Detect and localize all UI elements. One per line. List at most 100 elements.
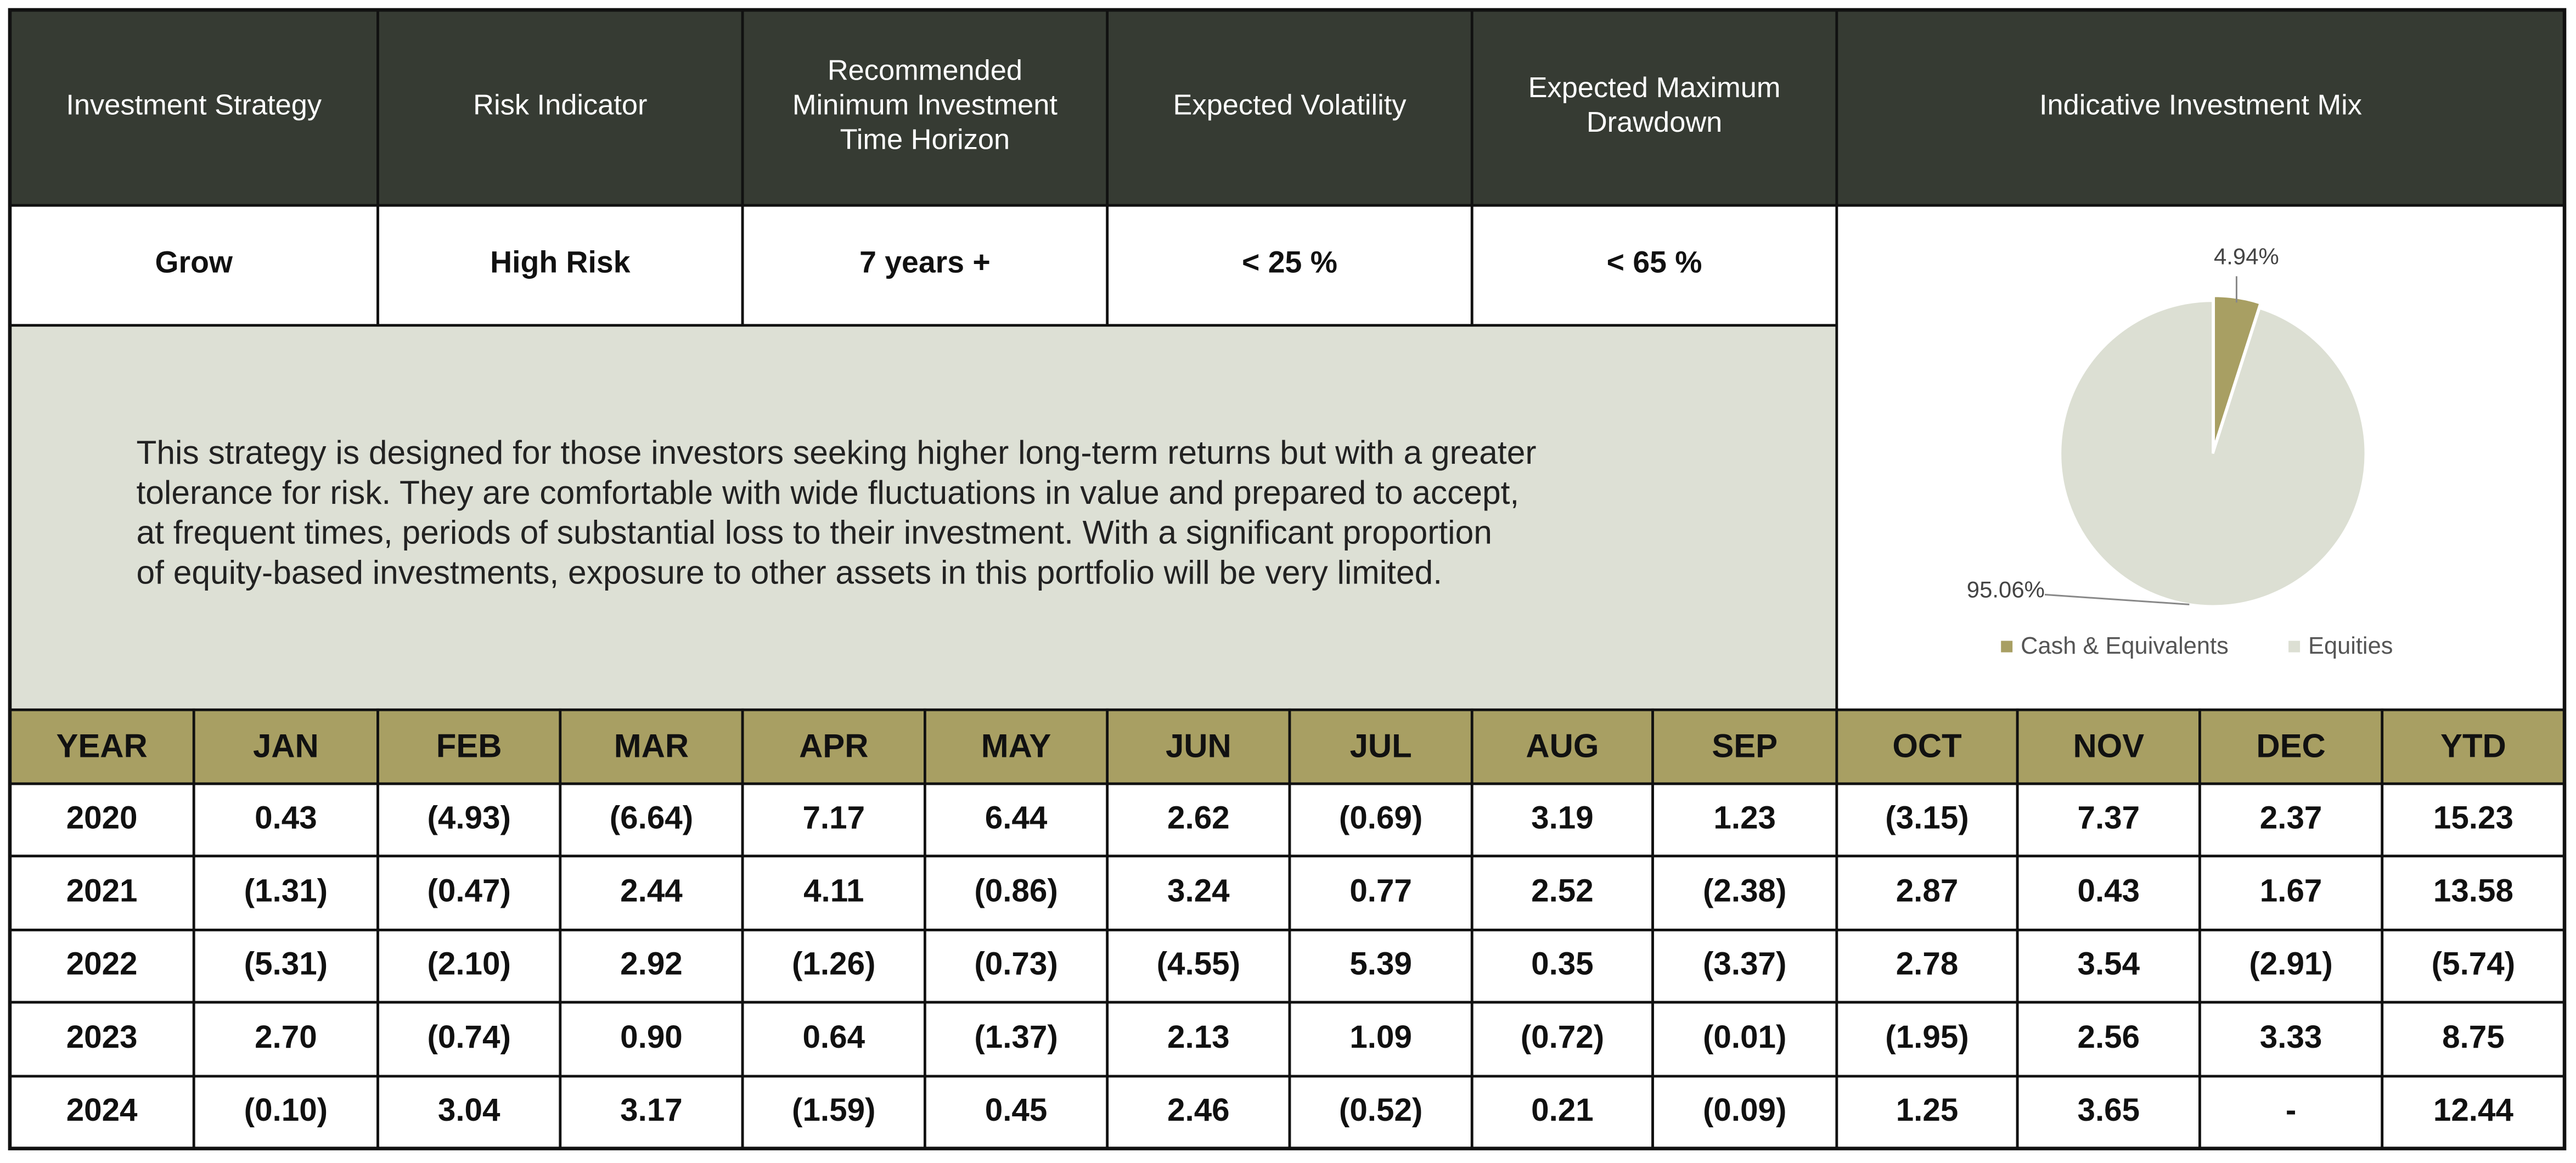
table-value: (4.93) [427, 800, 510, 835]
table-value: (0.69) [1339, 800, 1422, 835]
table-value: 2.92 [620, 946, 683, 982]
table-value: 12.44 [2433, 1092, 2514, 1128]
value-cell [8, 204, 379, 327]
table-value: 3.19 [1531, 800, 1594, 835]
header-label: Expected Maximum [1528, 72, 1781, 104]
table-value: (1.37) [974, 1019, 1058, 1055]
table-header-cell [2198, 708, 2384, 785]
table-cell [741, 1075, 926, 1150]
table-cell [8, 1075, 195, 1150]
table-cell [1835, 1001, 2019, 1078]
table-value: (0.72) [1521, 1019, 1604, 1055]
table-value: 2.37 [2260, 800, 2322, 835]
table-cell [1835, 929, 2019, 1004]
table-value: 2022 [66, 946, 138, 982]
table-cell [2381, 929, 2566, 1004]
header-label: Investment Strategy [66, 89, 322, 121]
table-value: (0.01) [1703, 1019, 1786, 1055]
header-cell [8, 8, 379, 207]
table-value: (6.64) [610, 800, 693, 835]
table-cell [741, 855, 926, 931]
table-header: NOV [2073, 727, 2144, 764]
table-value: (1.59) [792, 1092, 875, 1128]
table-header: AUG [1526, 727, 1599, 764]
table-value: (3.15) [1885, 800, 1968, 835]
table-value: (0.47) [427, 873, 510, 909]
table-value: (0.73) [974, 946, 1058, 982]
table-value: (0.52) [1339, 1092, 1422, 1128]
table-cell [2016, 929, 2201, 1004]
table-value: (0.09) [1703, 1092, 1786, 1128]
table-cell [2016, 1075, 2201, 1150]
description-box [8, 324, 1838, 711]
table-value: (3.37) [1703, 946, 1786, 982]
value-cell [741, 204, 1109, 327]
table-value: 15.23 [2433, 800, 2513, 835]
table-cell [2381, 782, 2566, 858]
header-label: Risk Indicator [473, 89, 647, 121]
table-header: SEP [1712, 727, 1778, 764]
description-line: This strategy is designed for those inve… [136, 434, 1536, 471]
table-value: 0.64 [802, 1019, 865, 1055]
table-value: 5.39 [1349, 946, 1412, 982]
table-value: 1.23 [1713, 800, 1776, 835]
table-header-cell [924, 708, 1109, 785]
table-cell [1835, 1075, 2019, 1150]
table-value: (5.31) [244, 946, 328, 982]
legend-label: Cash & Equivalents [2021, 633, 2229, 659]
table-cell [1106, 855, 1291, 931]
table-cell [1288, 782, 1473, 858]
table-value: (0.86) [974, 873, 1058, 909]
table-value: 1.25 [1896, 1092, 1959, 1128]
header-label: Expected Volatility [1173, 89, 1407, 121]
table-cell [1835, 855, 2019, 931]
mix-title: Indicative Investment Mix [2039, 89, 2362, 121]
table-value: 3.17 [620, 1092, 683, 1128]
table-cell [2016, 782, 2201, 858]
description-line: at frequent times, periods of substantia… [136, 514, 1492, 551]
table-value: 3.65 [2078, 1092, 2140, 1128]
table-value: 7.17 [802, 800, 865, 835]
pie-label: 95.06% [1967, 576, 2045, 602]
table-cell [924, 855, 1109, 931]
value-cell [1470, 204, 1838, 327]
summary-value: < 65 % [1607, 245, 1702, 279]
table-cell [1288, 1001, 1473, 1078]
header-label: Time Horizon [840, 123, 1010, 155]
table-cell [1106, 1075, 1291, 1150]
table-cell [2198, 855, 2384, 931]
table-header: APR [799, 727, 868, 764]
table-value: (5.74) [2432, 946, 2515, 982]
table-cell [1288, 855, 1473, 931]
header-label: Recommended [828, 55, 1022, 87]
table-header-cell [1288, 708, 1473, 785]
table-header: DEC [2256, 727, 2325, 764]
table-value: 0.43 [255, 800, 317, 835]
table-cell [2381, 1001, 2566, 1078]
table-value: (1.26) [792, 946, 875, 982]
table-value: (2.91) [2249, 946, 2332, 982]
table-cell [559, 855, 744, 931]
value-cell [376, 204, 744, 327]
table-header: JUL [1350, 727, 1412, 764]
table-cell [2016, 1001, 2201, 1078]
table-value: 2.56 [2078, 1019, 2140, 1055]
table-header: MAY [981, 727, 1051, 764]
summary-value: Grow [155, 245, 233, 279]
table-value: - [2286, 1092, 2296, 1128]
table-value: (4.55) [1157, 946, 1240, 982]
table-value: 2024 [66, 1092, 138, 1128]
summary-value: < 25 % [1242, 245, 1337, 279]
legend-swatch [2001, 641, 2013, 653]
table-value: (0.74) [427, 1019, 510, 1055]
table-value: (1.95) [1885, 1019, 1968, 1055]
header-label: Minimum Investment [792, 89, 1058, 121]
table-value: 2.44 [620, 873, 683, 909]
table-header-cell [2381, 708, 2566, 785]
table-value: 3.54 [2078, 946, 2140, 982]
header-label: Drawdown [1587, 106, 1722, 138]
table-value: 2.87 [1896, 873, 1959, 909]
table-cell [1288, 929, 1473, 1004]
table-header: JAN [253, 727, 319, 764]
table-header: YTD [2440, 727, 2506, 764]
